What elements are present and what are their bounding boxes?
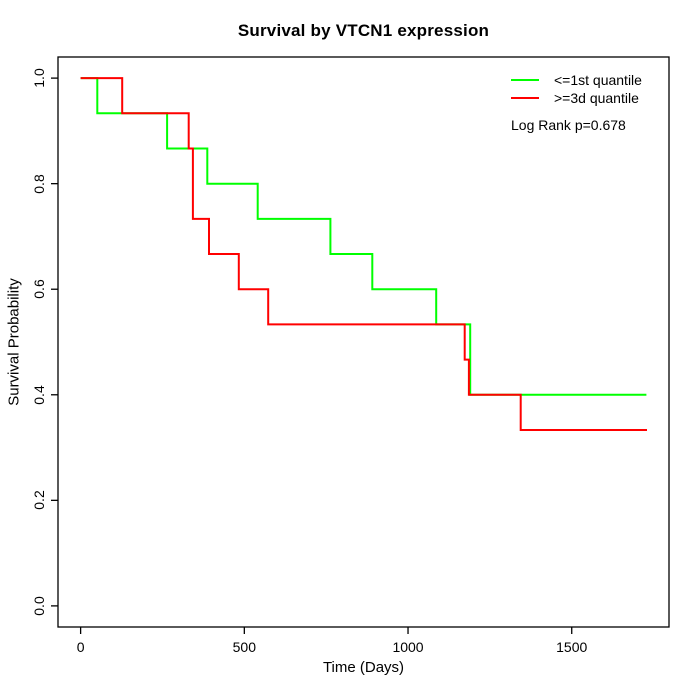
legend-line-swatch-low-expression: [511, 79, 539, 81]
legend-entry-low-expression: <=1st quantile: [511, 71, 642, 89]
y-tick-label: 0.2: [31, 490, 47, 511]
legend-line-swatch-high-expression: [511, 97, 539, 99]
chart-title: Survival by VTCN1 expression: [237, 21, 490, 40]
legend: <=1st quantile >=3d quantile: [511, 71, 642, 107]
y-tick-label: 0.6: [31, 279, 47, 299]
legend-label: >=3d quantile: [554, 90, 639, 106]
plot-frame: [57, 56, 670, 628]
y-tick-label: 0.4: [31, 385, 47, 405]
x-tick-label: 0: [76, 639, 85, 655]
legend-label: <=1st quantile: [554, 72, 642, 88]
x-tick-label: 500: [232, 639, 256, 655]
km-curve-high-quantile: [80, 77, 647, 431]
y-tick-label: 1.0: [31, 68, 47, 88]
y-tick-label: 0.8: [31, 173, 47, 194]
y-tick-label: 0.0: [31, 596, 47, 616]
log-rank-annotation: Log Rank p=0.678: [511, 117, 626, 133]
x-tick-label: 1000: [392, 639, 424, 655]
legend-entry-high-expression: >=3d quantile: [511, 89, 642, 107]
x-tick-label: 1500: [556, 639, 588, 655]
x-axis-label: Time (Days): [322, 659, 405, 676]
